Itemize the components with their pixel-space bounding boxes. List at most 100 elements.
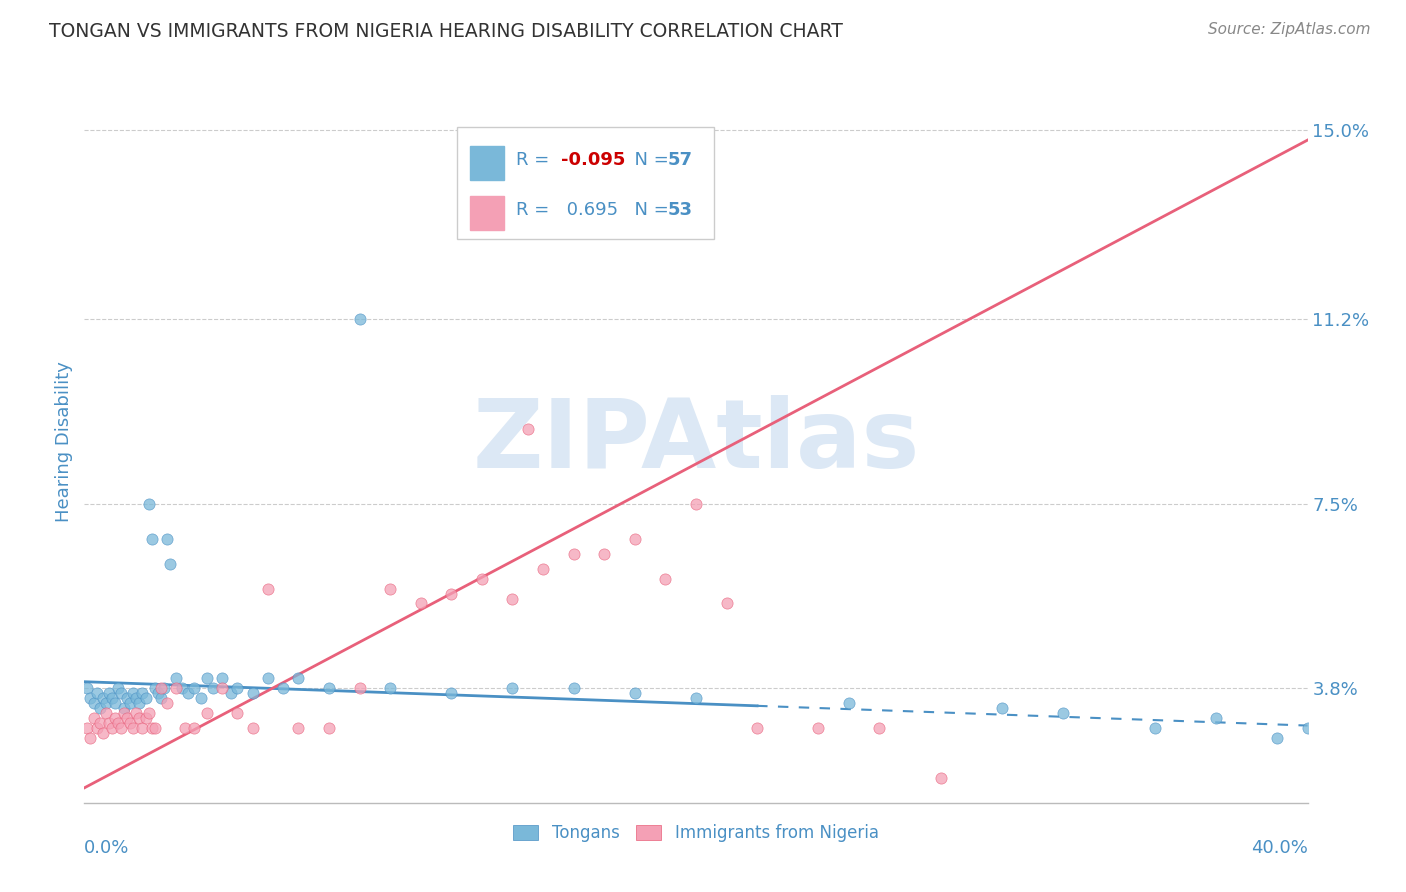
Point [112, 701, 135, 715]
Point [226, 706, 249, 720]
Y-axis label: Hearing Disability: Hearing Disability [55, 361, 73, 522]
Point [440, 686, 463, 700]
Point [502, 681, 524, 696]
Point [97, 686, 120, 700]
Point [562, 547, 585, 561]
Point [89, 701, 111, 715]
Bar [470, 146, 503, 179]
Point [807, 721, 830, 735]
Text: -0.095: -0.095 [561, 151, 626, 169]
Point [242, 721, 264, 735]
Point [685, 497, 707, 511]
Point [149, 691, 172, 706]
Legend: Tongans, Immigrants from Nigeria: Tongans, Immigrants from Nigeria [506, 817, 886, 848]
Point [257, 582, 280, 596]
Point [201, 681, 224, 696]
Point [165, 681, 187, 696]
Point [531, 561, 554, 575]
Point [190, 691, 212, 706]
Point [112, 706, 135, 720]
Point [440, 586, 463, 600]
Point [183, 721, 205, 735]
Text: N =: N = [623, 202, 673, 219]
Point [83, 696, 105, 710]
Point [86, 686, 108, 700]
Text: TONGAN VS IMMIGRANTS FROM NIGERIA HEARING DISABILITY CORRELATION CHART: TONGAN VS IMMIGRANTS FROM NIGERIA HEARIN… [49, 22, 844, 41]
Point [91, 691, 114, 706]
Point [349, 312, 371, 326]
Point [131, 686, 153, 700]
Point [149, 681, 172, 696]
Point [122, 686, 145, 700]
Point [747, 721, 769, 735]
Point [177, 686, 200, 700]
Point [624, 686, 647, 700]
Point [257, 671, 280, 685]
Point [143, 681, 166, 696]
Point [131, 721, 153, 735]
Point [83, 711, 105, 725]
Point [156, 696, 179, 710]
Text: 40.0%: 40.0% [1251, 838, 1308, 857]
Point [318, 721, 340, 735]
Point [159, 557, 181, 571]
Point [76, 681, 98, 696]
Point [242, 686, 264, 700]
Point [122, 721, 145, 735]
Point [219, 686, 242, 700]
Point [685, 691, 707, 706]
Text: Source: ZipAtlas.com: Source: ZipAtlas.com [1208, 22, 1371, 37]
Point [593, 547, 616, 561]
Point [287, 671, 309, 685]
Point [318, 681, 340, 696]
Text: 57: 57 [668, 151, 693, 169]
Text: N =: N = [623, 151, 673, 169]
Point [107, 681, 129, 696]
FancyBboxPatch shape [457, 128, 714, 239]
Point [471, 572, 494, 586]
Point [562, 681, 585, 696]
Point [172, 681, 194, 696]
Point [125, 706, 148, 720]
Point [1296, 721, 1319, 735]
Point [120, 716, 142, 731]
Point [929, 771, 952, 785]
Point [89, 716, 111, 731]
Point [115, 691, 138, 706]
Point [183, 681, 205, 696]
Point [380, 681, 402, 696]
Point [91, 726, 114, 740]
Point [1265, 731, 1288, 745]
Point [349, 681, 371, 696]
Point [1052, 706, 1074, 720]
Point [141, 721, 163, 735]
Point [156, 532, 179, 546]
Point [165, 671, 187, 685]
Bar [470, 196, 503, 230]
Point [97, 716, 120, 731]
Point [110, 721, 132, 735]
Point [716, 597, 738, 611]
Point [146, 686, 169, 700]
Text: R =: R = [516, 151, 555, 169]
Point [624, 532, 647, 546]
Point [869, 721, 891, 735]
Point [226, 681, 249, 696]
Point [271, 681, 294, 696]
Point [79, 691, 101, 706]
Point [110, 686, 132, 700]
Point [195, 671, 218, 685]
Text: R =: R = [516, 202, 555, 219]
Point [76, 721, 98, 735]
Point [107, 716, 129, 731]
Text: ZIPAtlas: ZIPAtlas [472, 395, 920, 488]
Point [120, 696, 142, 710]
Point [174, 721, 197, 735]
Point [287, 721, 309, 735]
Point [94, 706, 117, 720]
Point [380, 582, 402, 596]
Point [128, 711, 150, 725]
Point [104, 711, 127, 725]
Point [195, 706, 218, 720]
Point [135, 691, 157, 706]
